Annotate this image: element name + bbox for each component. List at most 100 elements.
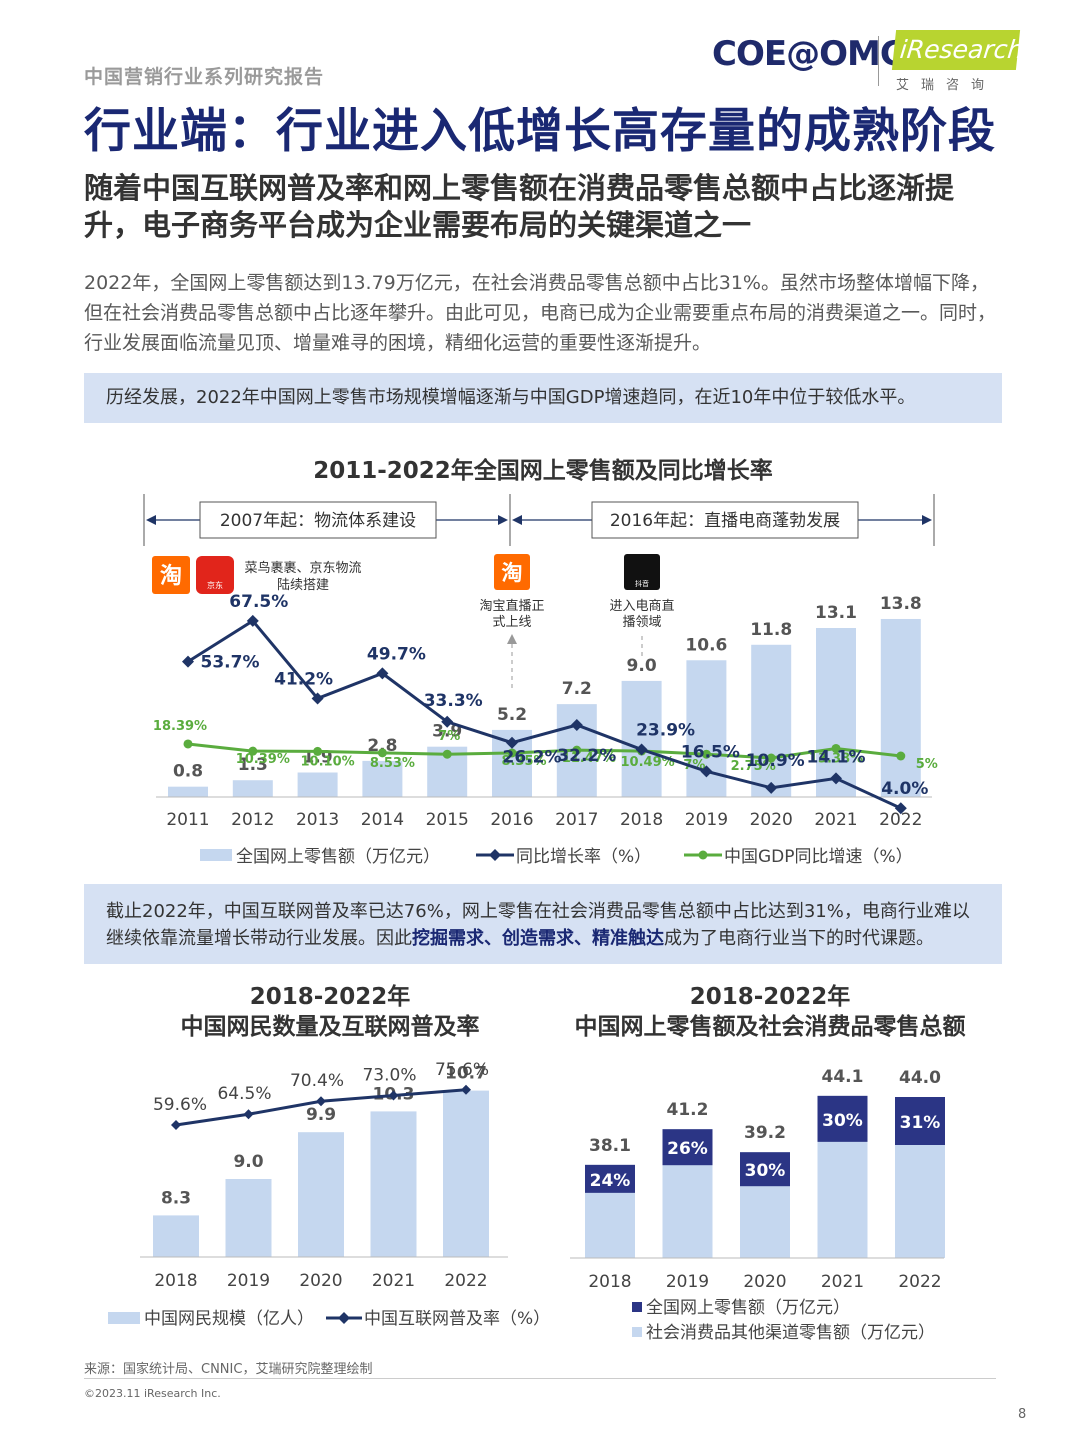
- x-tick-2017: 2017: [555, 810, 598, 830]
- penetration-point-2019: [243, 1109, 254, 1120]
- annotation3-line1: 进入电商直: [609, 599, 674, 614]
- logo-divider: [878, 36, 879, 86]
- bar-label-2021: 13.1: [815, 603, 857, 623]
- chart2-title-line1: 2018-2022年: [249, 984, 411, 1010]
- bar-label-2019: 10.6: [685, 635, 727, 655]
- taobao-icon: [152, 556, 190, 594]
- chart3-x-tick-2018: 2018: [588, 1272, 631, 1292]
- yoy-point-2012: [246, 614, 259, 627]
- x-tick-2016: 2016: [490, 810, 533, 830]
- yoy-label-2022: 4.0%: [881, 779, 928, 799]
- range2-arrowhead-left: [512, 515, 522, 525]
- x-tick-2012: 2012: [231, 810, 274, 830]
- douyin-icon: [624, 554, 660, 590]
- bar-label-2014: 2.8: [367, 736, 397, 756]
- douyin-icon-label: 抖音: [635, 579, 649, 588]
- chart2-legend-bar-label: 中国网民规模（亿人）: [144, 1309, 314, 1329]
- penetration-label-2020: 70.4%: [290, 1071, 344, 1091]
- chart2-legend-bar-swatch: [108, 1312, 140, 1324]
- yoy-label-2013: 41.2%: [274, 669, 333, 689]
- gdp-point-2021: [831, 743, 841, 753]
- range2-box: [591, 501, 859, 539]
- x-tick-2020: 2020: [750, 810, 793, 830]
- legend-gdp-label: 中国GDP同比增速（%）: [724, 847, 913, 867]
- chart2-x-tick-2021: 2021: [372, 1271, 415, 1291]
- gdp-point-2015: [442, 749, 452, 759]
- gdp-point-2013: [313, 746, 323, 756]
- chart3-title: 2018-2022年 中国网上零售额及社会消费品零售总额: [560, 982, 980, 1042]
- x-tick-2014: 2014: [361, 810, 404, 830]
- range1-arrowhead-left: [146, 515, 156, 525]
- gdp-label-2020: 2.75%: [731, 759, 776, 774]
- yoy-point-2014: [376, 667, 389, 680]
- taobao-live-icon-glyph: 淘: [502, 561, 523, 585]
- annotation2-line2: 式上线: [492, 615, 531, 630]
- yoy-label-2018: 23.9%: [636, 720, 695, 740]
- chart3-legend-other-label: 社会消费品其他渠道零售额（万亿元）: [646, 1323, 935, 1343]
- bar-netizens-2022: [443, 1090, 489, 1257]
- gdp-label-2018: 10.49%: [621, 755, 675, 770]
- range1-box: [199, 501, 437, 539]
- gdp-point-2017: [572, 745, 582, 755]
- range2-arrowhead-right: [922, 515, 932, 525]
- total-label-2021: 44.1: [822, 1067, 864, 1087]
- bar-label-2015: 3.9: [432, 722, 462, 742]
- gdp-label-2021: 13.38%: [809, 751, 863, 766]
- page-title: 行业端：行业进入低增长高存量的成熟阶段: [84, 104, 996, 159]
- penetration-point-2021: [388, 1090, 399, 1101]
- bar-online-retail-2019: [662, 1129, 713, 1166]
- annotation3-line2: 播领域: [622, 615, 661, 630]
- bar-retail-2021: [816, 628, 856, 797]
- yoy-point-2022: [894, 802, 907, 815]
- bar-label-2011: 0.8: [173, 762, 203, 782]
- yoy-label-2017: 32.2%: [557, 746, 616, 766]
- total-label-2018: 38.1: [589, 1136, 631, 1156]
- report-series-label: 中国营销行业系列研究报告: [84, 66, 325, 88]
- total-label-2020: 39.2: [744, 1123, 786, 1143]
- highlight-box-2: 截止2022年，中国互联网普及率已达76%，网上零售在社会消费品零售总额中占比达…: [84, 884, 1002, 964]
- annotation1-line2: 陆续搭建: [277, 577, 329, 593]
- coe-omg-logo: COE@OMG: [712, 34, 908, 74]
- chart3-x-tick-2021: 2021: [821, 1272, 864, 1292]
- legend-gdp-marker: [698, 850, 708, 860]
- chart3-legend-other-swatch: [632, 1327, 642, 1337]
- annotation2-line1: 淘宝直播正: [479, 599, 544, 614]
- highlight-box-1: 历经发展，2022年中国网上零售市场规模增幅逐渐与中国GDP增速趋同，在近10年…: [84, 373, 1002, 423]
- chart3-legend-online-label: 全国网上零售额（万亿元）: [646, 1298, 850, 1318]
- bar-label-2016: 5.2: [497, 705, 527, 725]
- yoy-point-2017: [570, 719, 583, 732]
- jd-icon-label: 京东: [207, 580, 223, 590]
- penetration-label-2022: 75.6%: [435, 1060, 489, 1080]
- annotation2-pointer-head: [507, 634, 517, 644]
- gdp-point-2011: [183, 739, 193, 749]
- gdp-label-2022: 5%: [916, 757, 938, 772]
- bar-retail-2022: [880, 618, 921, 797]
- chart2-x-tick-2020: 2020: [299, 1271, 342, 1291]
- x-tick-2018: 2018: [620, 810, 663, 830]
- yoy-growth-line: [187, 618, 902, 810]
- x-tick-2013: 2013: [296, 810, 339, 830]
- intro-paragraph: 2022年，全国网上零售额达到13.79万亿元，在社会消费品零售总额中占比31%…: [84, 272, 997, 354]
- yoy-point-2020: [765, 781, 778, 794]
- gdp-growth-line: [187, 742, 901, 760]
- chart3-title-line2: 中国网上零售额及社会消费品零售总额: [574, 1014, 966, 1040]
- bar-netizens-label-2022: 10.7: [445, 1064, 487, 1084]
- chart2-x-tick-2022: 2022: [444, 1271, 487, 1291]
- share-label-2018: 24%: [590, 1171, 631, 1191]
- footer-divider: [84, 1378, 996, 1379]
- chart3-x-tick-2020: 2020: [743, 1272, 786, 1292]
- yoy-point-2015: [441, 715, 454, 728]
- chart2-x-tick-2019: 2019: [227, 1271, 270, 1291]
- bar-retail-2014: [362, 760, 403, 797]
- taobao-icon-glyph: 淘: [160, 563, 182, 589]
- penetration-point-2018: [171, 1120, 181, 1130]
- bar-label-2012: 1.3: [238, 755, 268, 775]
- chart2-x-tick-2018: 2018: [154, 1271, 197, 1291]
- penetration-label-2021: 73.0%: [362, 1066, 416, 1086]
- yoy-label-2015: 33.3%: [424, 691, 483, 711]
- total-label-2019: 41.2: [667, 1100, 709, 1120]
- share-label-2022: 31%: [900, 1113, 941, 1133]
- gdp-label-2012: 10.39%: [236, 752, 290, 767]
- share-label-2019: 26%: [667, 1139, 708, 1159]
